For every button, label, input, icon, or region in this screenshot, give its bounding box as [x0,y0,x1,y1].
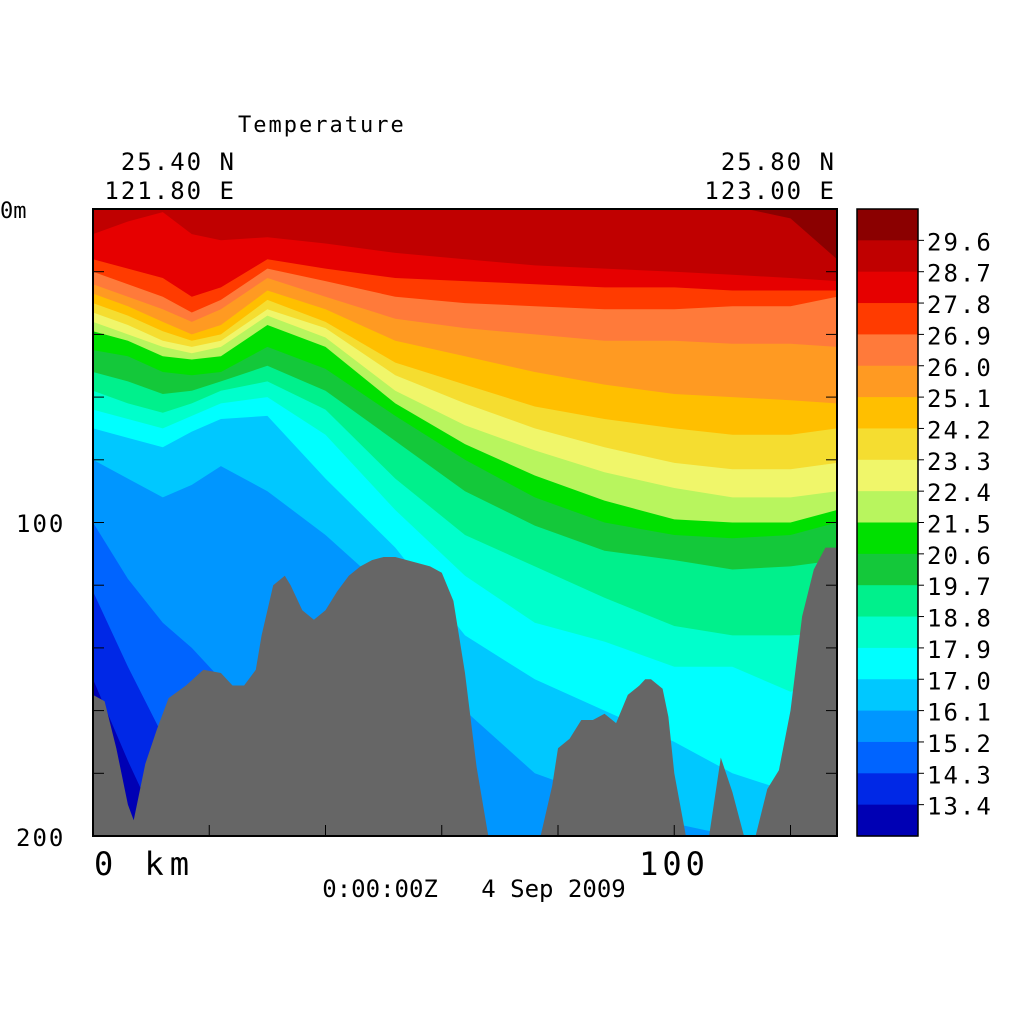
colorbar-label-1: 28.7 [927,260,993,288]
left-lat-label: 25.40 N [121,148,236,176]
chart-title: Temperature [238,113,406,138]
colorbar-swatch-8 [857,459,918,492]
right-lat-label: 25.80 N [721,148,836,176]
colorbar-label-5: 25.1 [927,385,993,413]
colorbar-label-13: 17.9 [927,636,993,664]
colorbar-swatch-3 [857,303,918,335]
colorbar-label-12: 18.8 [927,605,993,633]
colorbar-label-17: 14.3 [927,761,993,789]
colorbar-swatch-19 [857,804,918,837]
colorbar-label-6: 24.2 [927,417,993,445]
colorbar-swatch-15 [857,679,918,712]
colorbar-label-4: 26.0 [927,354,993,382]
colorbar-swatch-6 [857,397,918,430]
colorbar-label-2: 27.8 [927,291,993,319]
plot-area [93,209,837,836]
colorbar-label-11: 19.7 [927,573,993,601]
colorbar-label-15: 16.1 [927,699,993,727]
colorbar-swatch-4 [857,334,918,367]
colorbar-label-10: 20.6 [927,542,993,570]
y-tick-label-200: 200 [16,824,65,852]
colorbar-swatch-0 [857,209,918,241]
colorbar-swatch-18 [857,773,918,806]
colorbar-legend: 29.6 28.7 27.8 26.9 26.0 25.1 24.2 23.3 22.4 21.5… [856,208,993,837]
colorbar-swatch-7 [857,428,918,461]
colorbar-swatch-10 [857,522,918,555]
timestamp-label: 0:00:00Z 4 Sep 2009 [322,875,625,903]
colorbar-label-16: 15.2 [927,730,993,758]
colorbar-swatch-9 [857,491,918,524]
x-tick-label-0: 0 km [94,845,195,883]
colorbar-swatch-13 [857,616,918,649]
y-tick-label-0: 0m [0,199,27,224]
colorbar-swatch-5 [857,365,918,398]
right-lon-label: 123.00 E [704,177,836,205]
colorbar-swatch-16 [857,710,918,743]
colorbar-label-3: 26.9 [927,322,993,350]
colorbar-label-7: 23.3 [927,448,993,476]
axis-ticks [93,271,837,836]
colorbar-swatch-1 [857,240,918,273]
colorbar-swatch-17 [857,741,918,774]
colorbar-swatch-11 [857,553,918,586]
colorbar-label-18: 13.4 [927,793,993,821]
x-tick-label-100: 100 [639,845,709,883]
left-lon-label: 121.80 E [104,177,236,205]
colorbar-label-9: 21.5 [927,511,993,539]
colorbar-swatch-14 [857,647,918,680]
colorbar-label-14: 17.0 [927,667,993,695]
seafloor-bathymetry [93,547,837,836]
y-tick-label-100: 100 [16,510,65,538]
colorbar-label-8: 22.4 [927,479,993,507]
colorbar-label-0: 29.6 [927,228,993,256]
colorbar-swatch-2 [857,271,918,304]
colorbar-swatch-12 [857,585,918,618]
